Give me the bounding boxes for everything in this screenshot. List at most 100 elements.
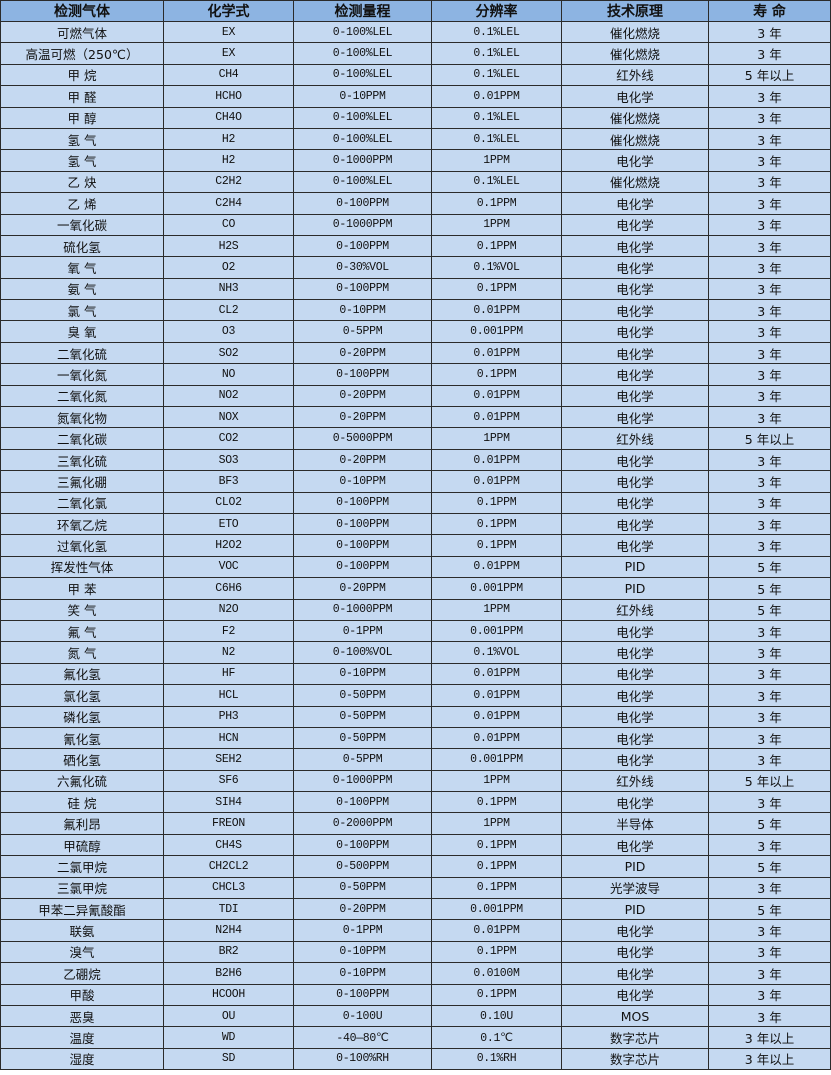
- cell-gas: 笑 气: [0, 598, 164, 621]
- cell-lifespan: 3 年: [708, 684, 831, 707]
- cell-range: 0-20PPM: [293, 406, 432, 429]
- cell-principle: 光学波导: [561, 876, 709, 900]
- cell-formula: N2H4: [163, 919, 294, 942]
- cell-gas: 三氧化硫: [0, 448, 164, 472]
- cell-resolution: 0.001PPM: [431, 619, 562, 643]
- cell-lifespan: 3 年: [708, 170, 831, 194]
- cell-range: 0-50PPM: [293, 684, 432, 707]
- cell-resolution: 0.01PPM: [431, 555, 562, 579]
- table-row: 氟利昂 FREON 0-2000PPM 1PPM 半导体 5 年: [0, 812, 831, 835]
- cell-gas: 环氧乙烷: [0, 512, 164, 536]
- table-row: 氮氧化物 NOX 0-20PPM 0.01PPM 电化学 3 年: [0, 406, 831, 429]
- cell-resolution: 1PPM: [431, 427, 562, 450]
- cell-lifespan: 3 年: [708, 341, 831, 365]
- cell-range: 0-50PPM: [293, 876, 432, 900]
- cell-lifespan: 3 年: [708, 662, 831, 686]
- table-row: 甲 醛 HCHO 0-10PPM 0.01PPM 电化学 3 年: [0, 85, 831, 108]
- cell-principle: PID: [561, 855, 709, 878]
- cell-lifespan: 5 年: [708, 898, 831, 921]
- cell-range: 0-20PPM: [293, 577, 432, 600]
- cell-range: 0-30%VOL: [293, 256, 432, 279]
- table-row: 甲苯二异氰酸酯 TDI 0-20PPM 0.001PPM PID 5 年: [0, 898, 831, 921]
- cell-gas: 氮 气: [0, 641, 164, 664]
- header-formula: 化学式: [163, 0, 294, 22]
- cell-gas: 三氟化硼: [0, 470, 164, 493]
- cell-lifespan: 3 年: [708, 384, 831, 408]
- cell-gas: 硅 烷: [0, 791, 164, 814]
- cell-principle: 电化学: [561, 534, 709, 557]
- cell-gas: 溴气: [0, 940, 164, 964]
- cell-formula: EX: [163, 42, 294, 65]
- cell-resolution: 0.1PPM: [431, 833, 562, 857]
- cell-resolution: 1PPM: [431, 769, 562, 793]
- cell-formula: ETO: [163, 512, 294, 536]
- cell-lifespan: 3 年: [708, 234, 831, 258]
- cell-formula: CO2: [163, 427, 294, 450]
- cell-lifespan: 3 年: [708, 213, 831, 236]
- cell-lifespan: 3 年: [708, 919, 831, 942]
- table-row: 氯 气 CL2 0-10PPM 0.01PPM 电化学 3 年: [0, 299, 831, 322]
- table-row: 三氟化硼 BF3 0-10PPM 0.01PPM 电化学 3 年: [0, 470, 831, 493]
- cell-range: 0-2000PPM: [293, 812, 432, 835]
- cell-principle: 电化学: [561, 213, 709, 236]
- table-row: 甲酸 HCOOH 0-100PPM 0.1PPM 电化学 3 年: [0, 983, 831, 1006]
- cell-lifespan: 5 年: [708, 812, 831, 835]
- cell-lifespan: 3 年: [708, 106, 831, 129]
- cell-gas: 二氧化氯: [0, 491, 164, 514]
- cell-formula: N2: [163, 641, 294, 664]
- cell-principle: 电化学: [561, 705, 709, 728]
- cell-resolution: 0.01PPM: [431, 341, 562, 365]
- cell-principle: 数字芯片: [561, 1026, 709, 1049]
- cell-resolution: 0.01PPM: [431, 85, 562, 108]
- table-row: 环氧乙烷 ETO 0-100PPM 0.1PPM 电化学 3 年: [0, 512, 831, 536]
- cell-formula: FREON: [163, 812, 294, 835]
- table-row: 过氧化氢 H2O2 0-100PPM 0.1PPM 电化学 3 年: [0, 534, 831, 557]
- cell-lifespan: 3 年: [708, 256, 831, 279]
- cell-principle: 红外线: [561, 63, 709, 87]
- table-row: 二氧化硫 SO2 0-20PPM 0.01PPM 电化学 3 年: [0, 341, 831, 365]
- cell-principle: 电化学: [561, 919, 709, 942]
- cell-resolution: 0.01PPM: [431, 406, 562, 429]
- cell-formula: NOX: [163, 406, 294, 429]
- cell-lifespan: 3 年: [708, 470, 831, 493]
- cell-resolution: 0.1PPM: [431, 363, 562, 386]
- cell-lifespan: 3 年以上: [708, 1026, 831, 1049]
- cell-principle: 电化学: [561, 983, 709, 1006]
- cell-gas: 氢 气: [0, 127, 164, 151]
- cell-gas: 硫化氢: [0, 234, 164, 258]
- cell-formula: H2O2: [163, 534, 294, 557]
- cell-resolution: 0.1%VOL: [431, 256, 562, 279]
- cell-resolution: 0.001PPM: [431, 748, 562, 771]
- cell-principle: 电化学: [561, 256, 709, 279]
- table-row: 六氟化硫 SF6 0-1000PPM 1PPM 红外线 5 年以上: [0, 769, 831, 793]
- cell-gas: 氮氧化物: [0, 406, 164, 429]
- cell-lifespan: 3 年: [708, 726, 831, 750]
- cell-resolution: 0.01PPM: [431, 919, 562, 942]
- cell-formula: B2H6: [163, 962, 294, 985]
- cell-lifespan: 3 年: [708, 192, 831, 215]
- table-row: 二氧化氯 CLO2 0-100PPM 0.1PPM 电化学 3 年: [0, 491, 831, 514]
- cell-principle: PID: [561, 555, 709, 579]
- cell-lifespan: 3 年: [708, 833, 831, 857]
- cell-range: 0-100PPM: [293, 491, 432, 514]
- cell-formula: CL2: [163, 299, 294, 322]
- cell-formula: H2S: [163, 234, 294, 258]
- cell-principle: 红外线: [561, 598, 709, 621]
- header-principle: 技术原理: [561, 0, 709, 22]
- cell-gas: 氰化氢: [0, 726, 164, 750]
- cell-range: 0-100PPM: [293, 983, 432, 1006]
- cell-resolution: 0.1%LEL: [431, 63, 562, 87]
- cell-resolution: 0.001PPM: [431, 577, 562, 600]
- cell-formula: NO: [163, 363, 294, 386]
- cell-principle: 电化学: [561, 619, 709, 643]
- cell-lifespan: 3 年: [708, 962, 831, 985]
- cell-resolution: 0.01PPM: [431, 470, 562, 493]
- cell-lifespan: 3 年: [708, 983, 831, 1006]
- cell-gas: 过氧化氢: [0, 534, 164, 557]
- cell-principle: 催化燃烧: [561, 127, 709, 151]
- cell-resolution: 0.01PPM: [431, 448, 562, 472]
- cell-lifespan: 3 年: [708, 748, 831, 771]
- cell-resolution: 0.1PPM: [431, 491, 562, 514]
- cell-resolution: 1PPM: [431, 213, 562, 236]
